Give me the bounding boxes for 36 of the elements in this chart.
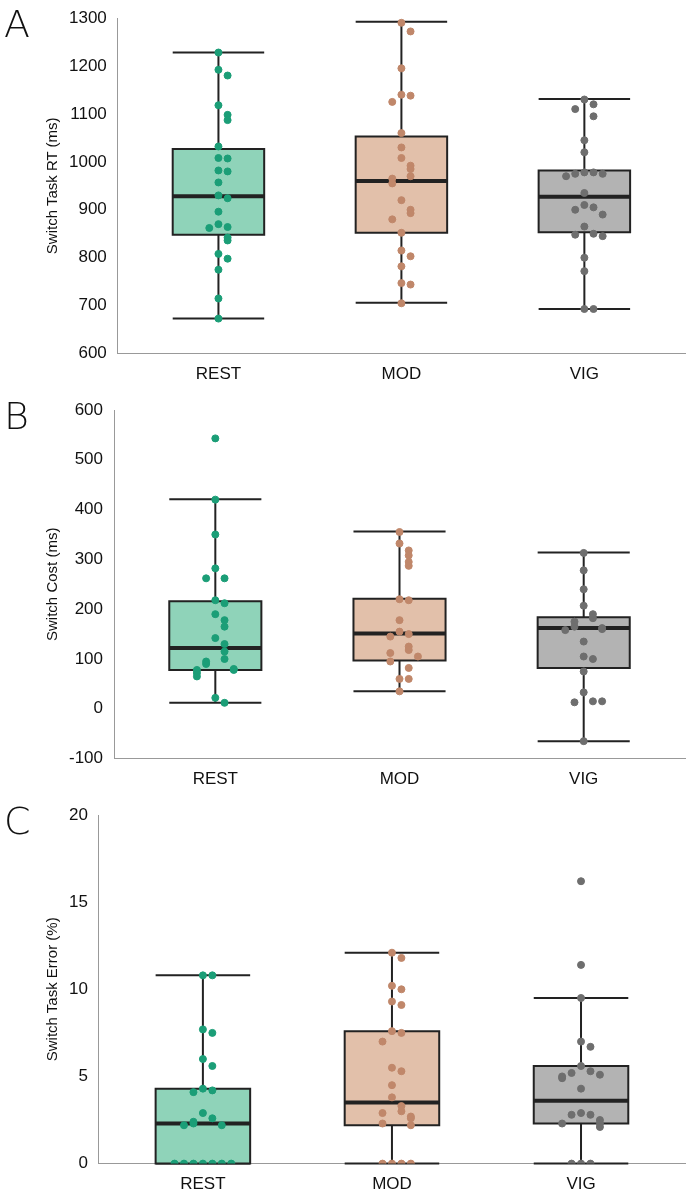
x-tick-label: VIG [569, 364, 600, 384]
y-tick-label: 600 [74, 399, 104, 419]
x-tick-label: REST [192, 769, 238, 789]
chart-title: B [4, 394, 29, 438]
y-axis-title: Switch Cost (ms) [43, 527, 61, 641]
y-tick-label: 1300 [68, 7, 107, 27]
x-tick-label: REST [180, 1174, 226, 1194]
y-axis-title: Switch Task Error (%) [43, 917, 61, 1062]
y-tick-label: 1000 [68, 151, 107, 171]
y-tick-label: 900 [78, 199, 107, 219]
y-tick-label: 0 [93, 698, 104, 718]
x-tick-label: MOD [381, 364, 422, 384]
chart-title: A [4, 2, 30, 46]
y-tick-label: 1100 [70, 103, 107, 123]
y-tick-label: 10 [68, 978, 88, 998]
y-tick-label: 5 [78, 1066, 88, 1086]
y-tick-label: -100 [68, 748, 104, 768]
y-tick-label: 600 [78, 343, 107, 363]
x-tick-label: VIG [566, 1174, 596, 1194]
y-tick-label: 0 [78, 1153, 88, 1173]
y-tick-label: 100 [74, 648, 104, 668]
y-tick-label: 1200 [68, 55, 107, 75]
y-tick-label: 500 [74, 449, 104, 469]
y-axis-title: Switch Task RT (ms) [43, 117, 61, 255]
x-tick-label: REST [195, 364, 242, 384]
x-tick-label: VIG [569, 769, 599, 789]
y-tick-label: 700 [78, 295, 107, 315]
y-tick-label: 400 [74, 499, 104, 519]
x-tick-label: MOD [379, 769, 420, 789]
y-tick-label: 20 [68, 804, 88, 824]
y-tick-label: 300 [74, 549, 104, 569]
y-tick-label: 800 [78, 247, 107, 267]
chart-title: C [4, 799, 31, 843]
x-tick-label: MOD [372, 1174, 412, 1194]
y-tick-label: 15 [68, 891, 88, 911]
y-tick-label: 200 [74, 598, 104, 618]
